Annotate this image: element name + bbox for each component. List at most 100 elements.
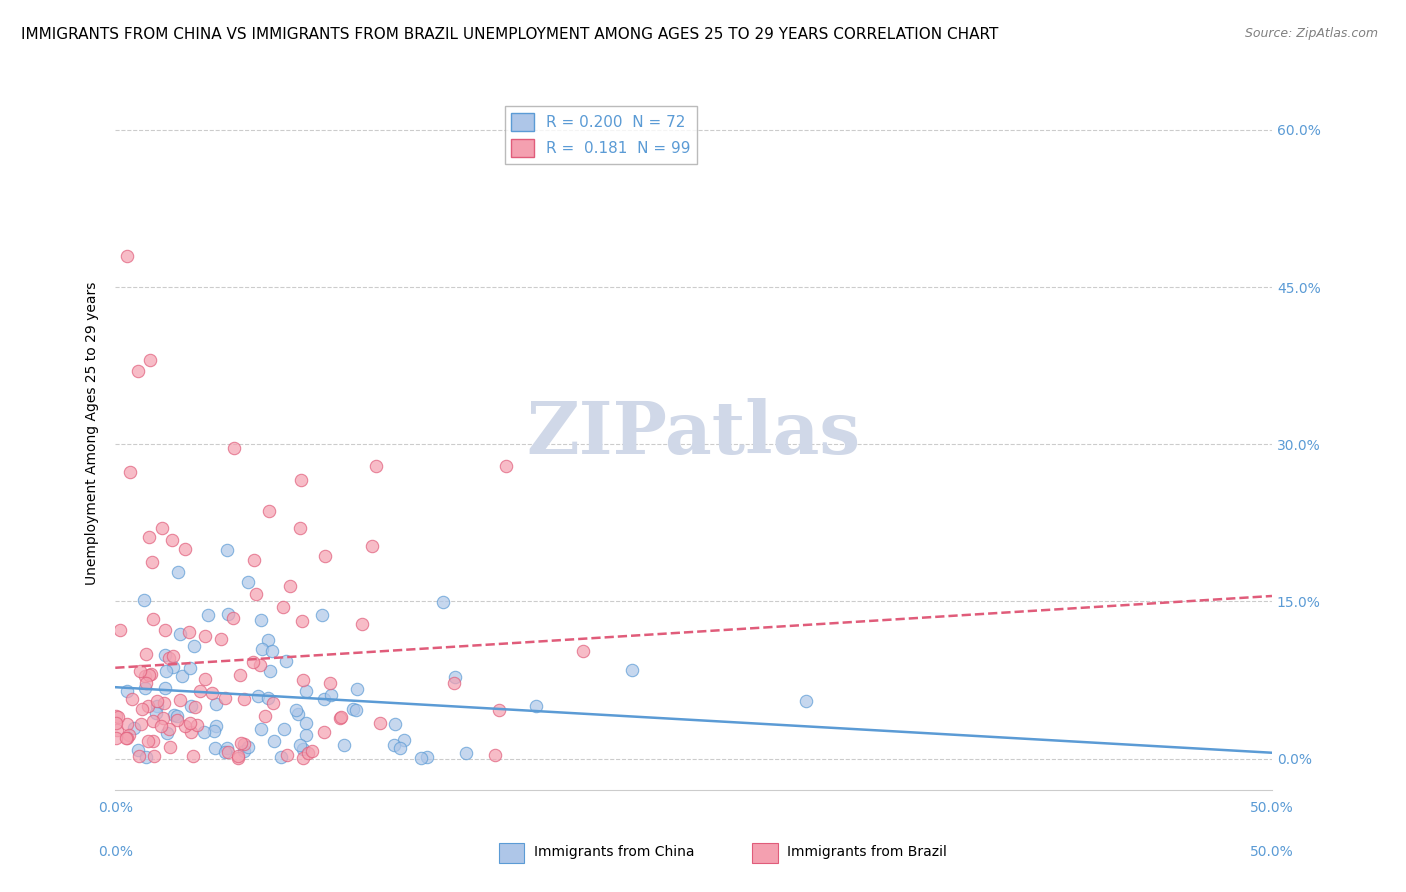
Point <box>342 701 364 715</box>
Point <box>285 703 308 717</box>
Point <box>270 749 292 764</box>
Point <box>118 728 141 742</box>
Point <box>364 459 387 474</box>
Point <box>524 699 547 714</box>
Point <box>314 692 336 706</box>
Point <box>139 353 162 368</box>
Point <box>295 728 318 742</box>
Point <box>114 731 136 745</box>
Point <box>572 644 595 658</box>
Point <box>146 698 169 713</box>
Point <box>184 700 207 714</box>
Point <box>794 694 817 708</box>
Point <box>263 734 285 748</box>
Point <box>121 692 143 706</box>
Point <box>368 716 391 731</box>
Point <box>352 616 374 631</box>
Point <box>233 737 256 751</box>
Point <box>250 723 273 737</box>
Point <box>224 442 246 456</box>
Point <box>344 703 367 717</box>
Point <box>495 459 517 474</box>
Point <box>186 718 208 732</box>
Point <box>232 744 254 758</box>
Point <box>256 690 278 705</box>
Point <box>416 749 439 764</box>
Point <box>179 715 201 730</box>
Point <box>295 716 318 731</box>
Point <box>217 607 239 621</box>
Point <box>291 751 314 765</box>
Point <box>392 733 415 747</box>
Point <box>128 749 150 764</box>
Point <box>432 595 454 609</box>
Point <box>205 719 228 733</box>
Point <box>183 639 205 653</box>
Point <box>290 474 312 488</box>
Text: 50.0%: 50.0% <box>1250 846 1294 859</box>
Point <box>153 624 176 638</box>
Point <box>135 676 157 690</box>
Text: Immigrants from China: Immigrants from China <box>534 846 695 859</box>
Point <box>384 739 406 753</box>
Point <box>142 611 165 625</box>
Point <box>145 706 167 720</box>
Point <box>155 664 177 678</box>
Legend: R = 0.200  N = 72, R =  0.181  N = 99: R = 0.200 N = 72, R = 0.181 N = 99 <box>505 106 697 163</box>
Point <box>132 593 155 607</box>
Point <box>454 747 477 761</box>
Point <box>181 748 204 763</box>
Point <box>135 647 157 661</box>
Point <box>163 707 186 722</box>
Point <box>247 689 270 703</box>
Text: 0.0%: 0.0% <box>98 846 134 859</box>
Point <box>156 726 179 740</box>
Point <box>319 676 342 690</box>
Point <box>160 533 183 548</box>
Point <box>173 542 195 557</box>
Point <box>115 731 138 746</box>
Point <box>229 736 252 750</box>
Point <box>384 717 406 731</box>
Text: IMMIGRANTS FROM CHINA VS IMMIGRANTS FROM BRAZIL UNEMPLOYMENT AMONG AGES 25 TO 29: IMMIGRANTS FROM CHINA VS IMMIGRANTS FROM… <box>21 27 998 42</box>
Point <box>243 552 266 566</box>
Point <box>329 711 352 725</box>
Point <box>127 742 149 756</box>
Point <box>250 642 273 657</box>
Point <box>180 725 202 739</box>
Point <box>249 657 271 672</box>
Point <box>314 549 336 563</box>
Point <box>204 697 226 711</box>
Point <box>259 664 281 678</box>
Point <box>250 613 273 627</box>
Point <box>217 745 239 759</box>
Point <box>138 530 160 544</box>
Point <box>104 731 127 745</box>
Point <box>276 748 298 763</box>
Point <box>127 364 149 378</box>
Point <box>107 710 129 724</box>
Point <box>157 722 180 736</box>
Point <box>361 540 384 554</box>
Point <box>166 709 188 723</box>
Point <box>214 745 236 759</box>
Point <box>108 624 131 638</box>
Point <box>257 633 280 648</box>
Point <box>139 667 162 681</box>
Point <box>188 684 211 698</box>
Point <box>257 504 280 518</box>
Point <box>484 747 506 762</box>
Point <box>273 722 295 736</box>
Point <box>104 715 127 730</box>
Point <box>333 738 356 752</box>
Point <box>297 746 319 760</box>
Point <box>138 668 160 682</box>
Point <box>120 465 142 479</box>
Point <box>115 717 138 731</box>
Point <box>274 654 297 668</box>
Point <box>197 607 219 622</box>
Point <box>142 714 165 728</box>
Point <box>236 575 259 590</box>
Point <box>141 555 163 569</box>
Point <box>229 667 252 681</box>
